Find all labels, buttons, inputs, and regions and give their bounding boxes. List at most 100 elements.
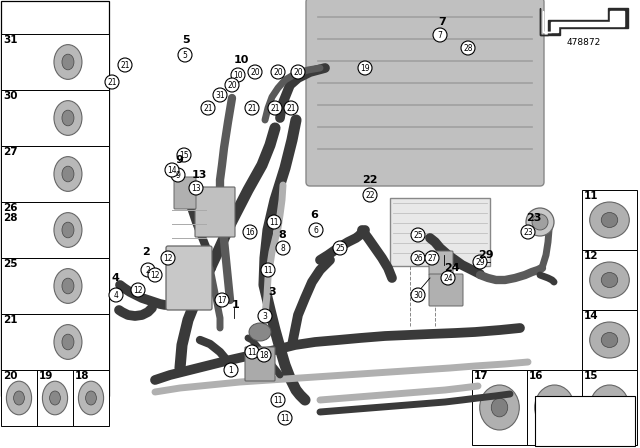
Circle shape (411, 228, 425, 242)
Text: 21: 21 (108, 78, 116, 86)
Circle shape (532, 214, 548, 230)
FancyBboxPatch shape (1, 1, 109, 396)
FancyBboxPatch shape (1, 34, 109, 90)
Ellipse shape (534, 385, 574, 430)
Text: 12: 12 (133, 285, 143, 294)
Text: 22: 22 (362, 175, 378, 185)
FancyBboxPatch shape (582, 310, 637, 370)
Text: 21: 21 (270, 103, 280, 112)
Circle shape (258, 309, 272, 323)
Circle shape (257, 348, 271, 362)
Ellipse shape (480, 385, 519, 430)
Text: 21: 21 (204, 103, 212, 112)
Ellipse shape (589, 322, 629, 358)
Text: 25: 25 (413, 231, 423, 240)
Text: 16: 16 (529, 371, 543, 381)
Circle shape (245, 345, 259, 359)
Text: 11: 11 (247, 348, 257, 357)
Text: 10: 10 (233, 70, 243, 79)
Circle shape (284, 101, 298, 115)
FancyBboxPatch shape (429, 251, 453, 275)
Text: 28: 28 (3, 213, 17, 223)
Circle shape (461, 41, 475, 55)
Text: 11: 11 (584, 191, 598, 201)
Text: 29: 29 (475, 258, 485, 267)
Circle shape (526, 208, 554, 236)
Ellipse shape (62, 222, 74, 238)
Text: 18: 18 (259, 350, 269, 359)
FancyBboxPatch shape (1, 370, 37, 426)
FancyBboxPatch shape (582, 370, 637, 445)
Ellipse shape (13, 391, 24, 405)
Text: 5: 5 (182, 35, 189, 45)
FancyBboxPatch shape (1, 258, 109, 314)
Text: 8: 8 (278, 230, 285, 240)
Ellipse shape (54, 213, 82, 247)
Ellipse shape (62, 166, 74, 182)
FancyBboxPatch shape (166, 246, 212, 310)
Ellipse shape (62, 54, 74, 70)
Text: 7: 7 (438, 30, 442, 39)
Text: 23: 23 (526, 213, 541, 223)
Ellipse shape (62, 278, 74, 294)
Text: 9: 9 (175, 155, 183, 165)
Text: 17: 17 (474, 371, 488, 381)
Circle shape (278, 411, 292, 425)
Text: 6: 6 (310, 210, 318, 220)
Circle shape (245, 101, 259, 115)
Text: 478872: 478872 (567, 38, 601, 47)
FancyBboxPatch shape (1, 314, 109, 370)
Ellipse shape (589, 385, 629, 430)
FancyBboxPatch shape (174, 177, 196, 209)
Text: 20: 20 (250, 68, 260, 77)
Circle shape (411, 288, 425, 302)
Ellipse shape (589, 202, 629, 238)
Text: 30: 30 (413, 290, 423, 300)
Ellipse shape (601, 332, 618, 348)
Text: 3: 3 (262, 311, 268, 320)
Circle shape (425, 251, 439, 265)
FancyBboxPatch shape (245, 347, 275, 381)
Text: 2: 2 (142, 247, 150, 257)
FancyBboxPatch shape (195, 187, 235, 237)
FancyBboxPatch shape (390, 198, 490, 266)
Text: 13: 13 (191, 184, 201, 193)
Circle shape (178, 48, 192, 62)
Text: 25: 25 (335, 244, 345, 253)
Circle shape (215, 293, 229, 307)
Text: 29: 29 (478, 250, 493, 260)
Text: 31: 31 (215, 90, 225, 99)
Text: 5: 5 (182, 51, 188, 60)
Ellipse shape (6, 381, 31, 415)
Text: 9: 9 (175, 171, 180, 180)
Circle shape (201, 101, 215, 115)
FancyBboxPatch shape (527, 370, 582, 445)
Ellipse shape (62, 110, 74, 126)
Text: 12: 12 (163, 254, 173, 263)
FancyBboxPatch shape (1, 202, 109, 258)
Text: 31: 31 (3, 35, 17, 45)
Circle shape (358, 61, 372, 75)
Text: 17: 17 (217, 296, 227, 305)
Circle shape (118, 58, 132, 72)
Text: 23: 23 (523, 228, 533, 237)
Text: 11: 11 (280, 414, 290, 422)
Circle shape (131, 283, 145, 297)
Text: 24: 24 (443, 273, 453, 283)
Text: 18: 18 (75, 371, 90, 381)
Ellipse shape (54, 157, 82, 191)
Text: 21: 21 (247, 103, 257, 112)
Circle shape (148, 268, 162, 282)
Circle shape (333, 241, 347, 255)
Circle shape (243, 225, 257, 239)
Text: 8: 8 (280, 244, 285, 253)
Circle shape (189, 181, 203, 195)
Circle shape (213, 88, 227, 102)
FancyBboxPatch shape (1, 90, 109, 146)
Text: 15: 15 (584, 371, 598, 381)
Circle shape (165, 163, 179, 177)
Text: 1: 1 (228, 366, 234, 375)
Text: 19: 19 (39, 371, 53, 381)
Text: 28: 28 (463, 43, 473, 52)
Ellipse shape (42, 381, 68, 415)
